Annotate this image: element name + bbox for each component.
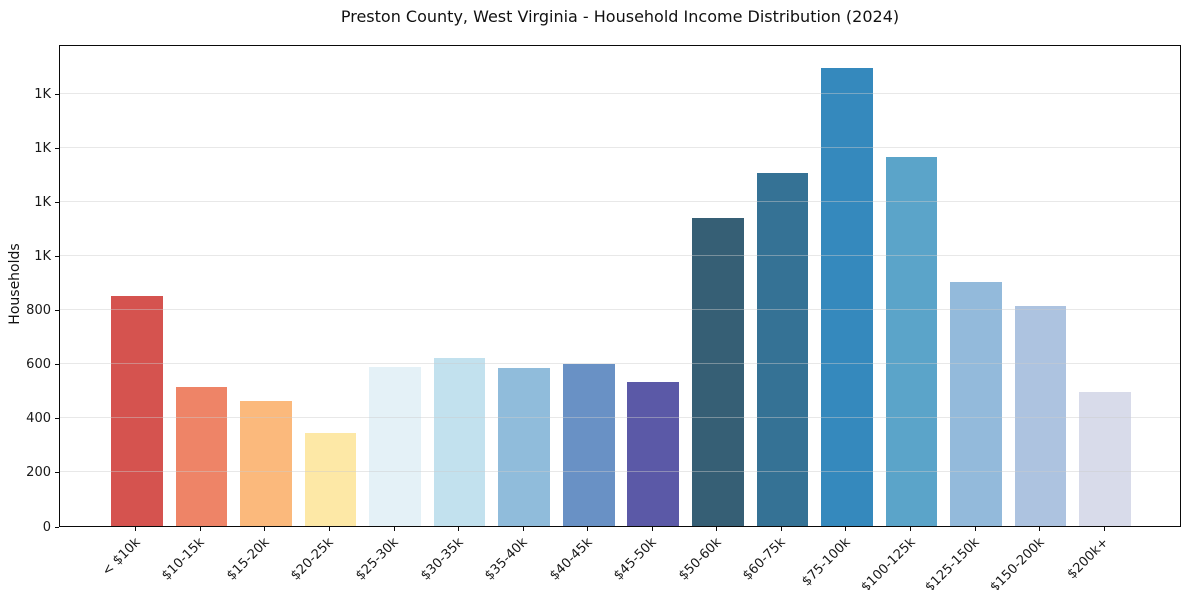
x-tick-mark	[135, 527, 137, 531]
x-tick-mark	[974, 527, 976, 531]
y-tick-mark	[55, 472, 59, 474]
gridline	[60, 254, 1180, 256]
x-tick-mark	[651, 527, 653, 531]
bar-$35-40k	[498, 368, 550, 526]
y-tick-mark	[55, 148, 59, 150]
x-tick-mark	[264, 527, 266, 531]
bar-$100-125k	[885, 156, 938, 526]
x-tick-mark	[780, 527, 782, 531]
bar-$150-200k	[1014, 306, 1067, 526]
bar-< $10k	[111, 296, 163, 526]
gridline	[60, 146, 1180, 148]
bar-$45-50k	[627, 382, 680, 526]
gridline	[60, 362, 1180, 364]
y-tick-label: 1K	[34, 87, 51, 103]
x-tick-mark	[1103, 527, 1105, 531]
x-tick-mark	[716, 527, 718, 531]
bar-$60-75k	[756, 172, 809, 526]
x-tick-mark	[393, 527, 395, 531]
y-tick-label: 600	[26, 357, 51, 373]
bar-$20-25k	[304, 432, 357, 526]
x-tick-mark	[458, 527, 460, 531]
x-tick-mark	[1039, 527, 1041, 531]
gridline	[60, 417, 1180, 418]
bar-$40-45k	[562, 363, 615, 526]
chart-title: Preston County, West Virginia - Househol…	[340, 7, 900, 26]
gridline	[60, 471, 1180, 472]
bar-$25-30k	[369, 367, 421, 526]
y-tick-label: 400	[26, 411, 51, 427]
y-tick-label: 0	[42, 519, 51, 535]
bar-$75-100k	[821, 67, 873, 526]
bar-$200k+	[1079, 392, 1131, 526]
x-tick-mark	[199, 527, 201, 531]
x-tick-mark	[845, 527, 847, 531]
y-tick-label: 200	[26, 465, 51, 481]
bar-$30-35k	[433, 358, 486, 526]
bar-$50-60k	[692, 218, 744, 526]
y-tick-mark	[55, 94, 59, 96]
y-tick-mark	[55, 310, 59, 312]
y-tick-mark	[55, 418, 59, 420]
bar-$125-150k	[950, 282, 1002, 526]
gridline	[60, 92, 1180, 94]
y-tick-mark	[55, 256, 59, 258]
gridline	[60, 308, 1180, 310]
y-tick-label: 1K	[34, 195, 51, 211]
y-tick-mark	[55, 364, 59, 366]
x-tick-mark	[328, 527, 330, 531]
bar-$10-15k	[175, 387, 228, 526]
x-tick-mark	[522, 527, 524, 531]
y-tick-label: 1K	[34, 249, 51, 265]
x-tick-mark	[587, 527, 589, 531]
plot-area	[59, 45, 1181, 527]
y-tick-label: 800	[26, 303, 51, 319]
gridline	[60, 200, 1180, 202]
y-tick-mark	[55, 526, 59, 528]
x-tick-label-< $10k: < $10k	[99, 535, 144, 580]
y-tick-label: 1K	[34, 141, 51, 157]
x-tick-mark	[910, 527, 911, 531]
y-tick-mark	[55, 202, 59, 204]
bar-$15-20k	[240, 400, 292, 526]
